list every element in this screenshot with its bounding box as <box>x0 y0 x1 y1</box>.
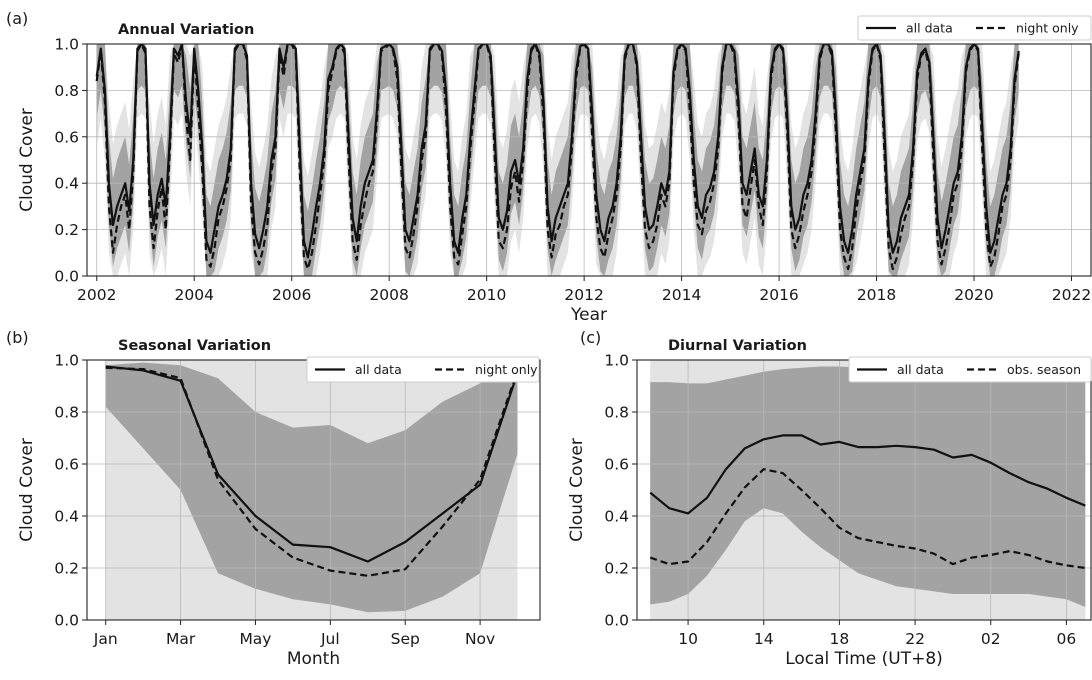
x-tick-label: 02 <box>981 630 1001 648</box>
x-axis-label: Local Time (UT+8) <box>785 649 943 669</box>
band-inner-spread <box>650 366 1086 607</box>
x-tick-label: 2014 <box>662 286 701 304</box>
y-tick-label: 0.2 <box>604 560 629 578</box>
panel-b: 0.0 0.2 0.4 0.6 0.8 1.0 Jan Mar May Jul Sep Nov Mont… <box>6 328 541 669</box>
chart-title: Seasonal Variation <box>118 338 271 354</box>
x-tick-label: Sep <box>391 630 420 648</box>
x-tick-label: 2008 <box>369 286 408 304</box>
y-tick-label: 0.8 <box>54 404 79 422</box>
series-line-all-data <box>105 365 519 563</box>
x-tick-label: 2004 <box>174 286 213 304</box>
x-tick-label: Nov <box>465 630 495 648</box>
chart-title: Annual Variation <box>118 22 254 38</box>
plot-area <box>87 44 1091 276</box>
panel-a: 0.0 0.2 0.4 0.6 0.8 1.0 2002 2004 2006 2008 2010 20… <box>6 9 1092 325</box>
y-tick-label: 0.6 <box>54 456 79 474</box>
x-tick-label: May <box>239 630 271 648</box>
legend-entry: all data <box>897 362 944 377</box>
x-tick-label: 2006 <box>272 286 311 304</box>
legend-box <box>306 356 540 383</box>
x-tick-label: 2010 <box>467 286 506 304</box>
chart-title: Diurnal Variation <box>668 338 807 354</box>
legend-entry: all data <box>906 21 953 36</box>
y-tick-label: 0.8 <box>604 404 629 422</box>
legend: all data obs. season <box>848 356 1092 383</box>
x-tick-label: 18 <box>830 630 850 648</box>
y-tick-label: 0.6 <box>54 128 79 146</box>
x-tick-label: 10 <box>678 630 698 648</box>
x-tick-label: 14 <box>754 630 774 648</box>
series-line-night-only <box>95 44 1020 271</box>
legend-entry: all data <box>355 362 402 377</box>
y-tick-label: 0.2 <box>54 221 79 239</box>
panel-label: (a) <box>6 9 28 28</box>
legend-entry: night only <box>1016 21 1079 36</box>
x-tick-label: 2018 <box>857 286 896 304</box>
x-tick-label: 2016 <box>759 286 798 304</box>
panel-c: 0.0 0.2 0.4 0.6 0.8 1.0 10 14 18 22 02 06 Local Time… <box>567 328 1092 669</box>
y-tick-label: 0.0 <box>604 612 629 630</box>
x-tick-label: 2020 <box>954 286 993 304</box>
legend: all data night only <box>306 356 540 383</box>
plot-area <box>637 360 1091 620</box>
series-line-all-data <box>649 434 1086 515</box>
panel-label: (b) <box>6 328 29 347</box>
plot-area <box>87 360 540 620</box>
series-line-obs-season <box>649 468 1086 570</box>
y-tick-label: 0.4 <box>604 508 629 526</box>
legend-entry: night only <box>475 362 538 377</box>
y-tick-label: 0.6 <box>604 456 629 474</box>
x-tick-label: 2002 <box>77 286 116 304</box>
x-tick-label: Jul <box>320 630 340 648</box>
y-tick-label: 0.0 <box>54 612 79 630</box>
x-tick-label: 2012 <box>564 286 603 304</box>
panel-label: (c) <box>580 328 601 347</box>
y-tick-label: 1.0 <box>54 352 79 370</box>
x-tick-label: 2022 <box>1052 286 1091 304</box>
x-tick-label: 22 <box>905 630 925 648</box>
y-axis-label: Cloud Cover <box>17 438 37 542</box>
y-axis-label: Cloud Cover <box>567 438 587 542</box>
x-axis-label: Year <box>570 305 607 325</box>
x-tick-label: 06 <box>1057 630 1077 648</box>
axes-frame <box>86 43 1092 277</box>
y-tick-label: 1.0 <box>54 36 79 54</box>
y-tick-label: 0.4 <box>54 175 79 193</box>
y-tick-label: 0.2 <box>54 560 79 578</box>
y-tick-label: 0.0 <box>54 268 79 286</box>
y-tick-label: 0.4 <box>54 508 79 526</box>
y-axis-label: Cloud Cover <box>17 108 37 212</box>
series-line-night-only <box>105 366 519 577</box>
x-axis-label: Month <box>287 649 340 669</box>
band-inner-spread <box>105 362 518 613</box>
x-tick-label: Mar <box>166 630 196 648</box>
x-tick-label: Jan <box>93 630 118 648</box>
legend-entry: obs. season <box>1007 362 1081 377</box>
y-tick-label: 1.0 <box>604 352 629 370</box>
y-tick-label: 0.8 <box>54 82 79 100</box>
legend: all data night only <box>857 15 1092 41</box>
legend-box <box>857 15 1092 41</box>
